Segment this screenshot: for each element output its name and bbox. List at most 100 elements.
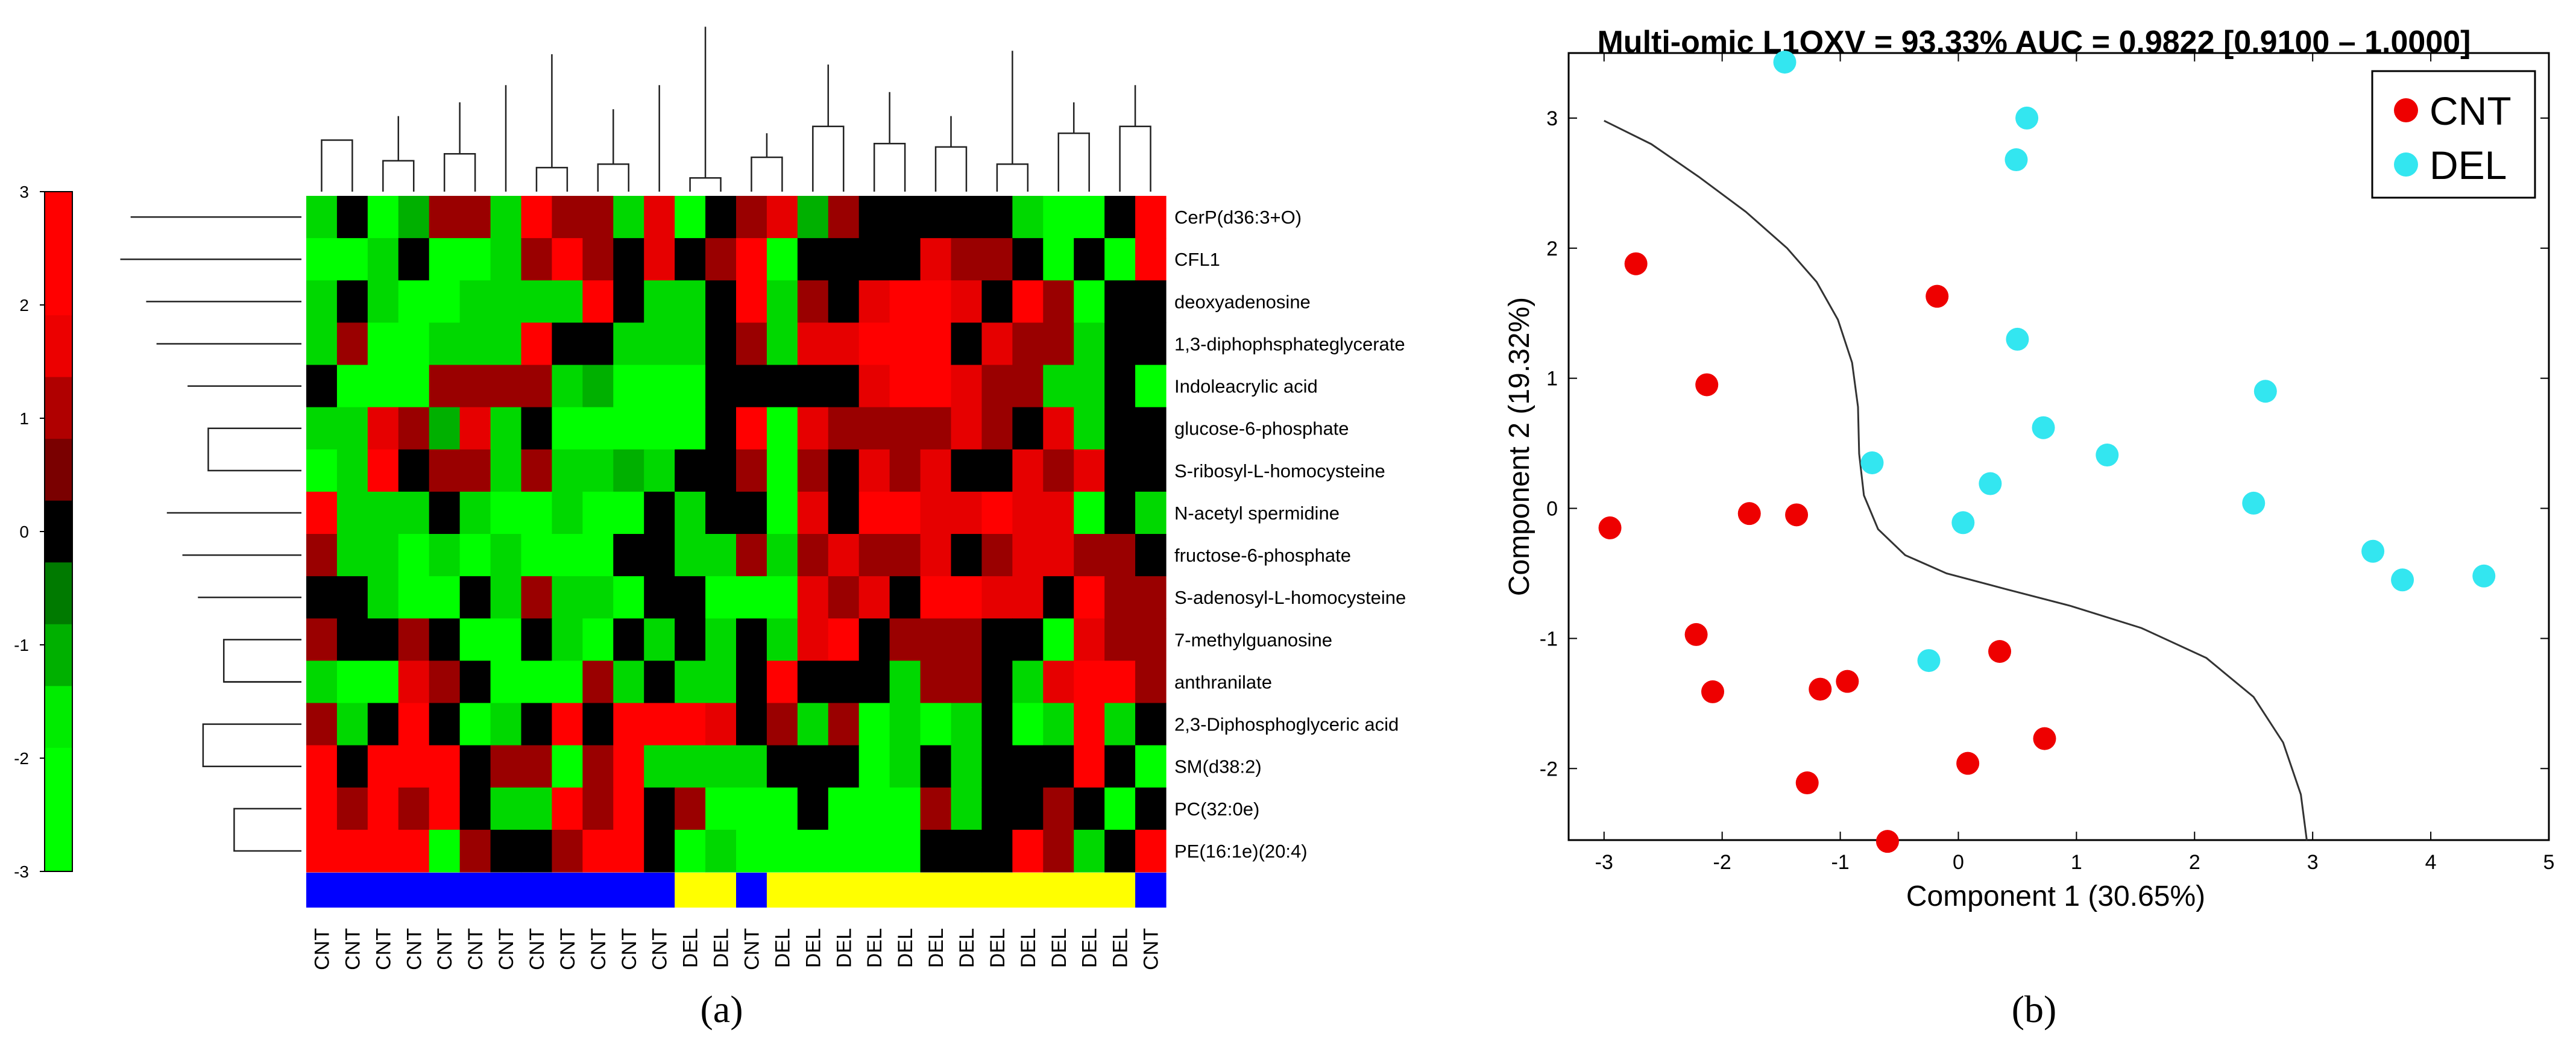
dendrogram-link [934,146,968,192]
heatmap-cell [858,365,890,408]
heatmap-cell [1074,365,1105,408]
heatmap-cell [336,407,368,450]
heatmap-cell [1012,407,1044,450]
group-bar-cell [336,873,368,908]
heatmap-cell [889,703,921,746]
heatmap-cell [306,365,338,408]
heatmap-cell [582,491,614,535]
heatmap-cell [981,829,1013,873]
heatmap-cell [920,365,952,408]
x-tick-label: 1 [2071,851,2082,874]
heatmap-cell [1104,407,1136,450]
row-label: Indoleacrylic acid [1174,376,1318,397]
heatmap-cell [766,280,798,323]
heatmap-cell [858,745,890,788]
heatmap-cell [398,618,430,661]
heatmap-cells [306,196,1167,873]
heatmap-cell [582,534,614,577]
scatter-point-cnt [1684,623,1708,646]
y-tick-label: -2 [1540,758,1558,780]
heatmap-cell [951,280,983,323]
heatmap-cell [736,407,767,450]
column-dendrogram [321,27,1151,192]
heatmap-cell [459,196,491,239]
dendrogram-link [321,139,353,192]
heatmap-cell [398,238,430,281]
heatmap-cell [828,618,860,661]
row-label: anthranilate [1174,671,1272,692]
column-label: CNT [740,928,763,970]
column-label: CNT [556,928,579,970]
scatter-point-del [1951,511,1975,535]
heatmap-cell [766,829,798,873]
panel-b-label: (b) [2012,988,2057,1031]
dendrogram-link [751,156,783,192]
heatmap-cell [1104,449,1136,492]
heatmap-cell [1012,618,1044,661]
heatmap-cell [1104,829,1136,873]
heatmap-cell [644,660,675,704]
heatmap-cell [1043,238,1074,281]
heatmap-cell [306,449,338,492]
heatmap-cell [306,238,338,281]
heatmap-cell [675,618,706,661]
heatmap-cell [1074,618,1105,661]
column-label: CNT [372,928,395,970]
heatmap-cell [429,618,461,661]
heatmap-cell [490,534,522,577]
heatmap-cell [858,491,890,535]
heatmap-cell [336,660,368,704]
heatmap-cell [675,449,706,492]
legend-marker-cnt [2394,98,2418,122]
dendrogram-link [233,808,301,852]
heatmap-cell [582,238,614,281]
scatter-point-del [2096,444,2119,467]
heatmap-cell [828,322,860,366]
heatmap-cell [1074,660,1105,704]
heatmap-cell [613,407,644,450]
heatmap-cell [675,196,706,239]
column-label: DEL [710,928,733,968]
heatmap-cell [828,576,860,619]
scatter-point-cnt [1956,751,1980,775]
heatmap-cell [981,280,1013,323]
heatmap-cell [797,534,829,577]
dendrogram-link [202,723,301,767]
heatmap-cell [490,787,522,830]
heatmap-cell [858,322,890,366]
column-label: DEL [679,928,702,968]
heatmap-cell [336,829,368,873]
group-bar-cell [613,873,644,908]
heatmap-cell [736,196,767,239]
column-label: DEL [1048,928,1071,968]
scatter-point-cnt [1795,771,1819,795]
heatmap-cell [951,787,983,830]
heatmap-cell [705,196,737,239]
heatmap-cell [429,534,461,577]
group-bar-cell [1043,873,1074,908]
heatmap-cell [490,618,522,661]
heatmap-cell [766,534,798,577]
heatmap-cell [521,576,553,619]
heatmap-cell [736,576,767,619]
heatmap-cell [521,534,553,577]
heatmap-cell [367,534,399,577]
heatmap-cell [367,322,399,366]
group-bar-cell [797,873,829,908]
heatmap-cell [459,576,491,619]
heatmap-cell [644,618,675,661]
colorbar-segment [45,747,72,811]
group-bar-cell [736,873,767,908]
dendrogram-link [222,639,301,683]
heatmap-cell [367,407,399,450]
heatmap-cell [981,322,1013,366]
heatmap-cell [766,745,798,788]
heatmap-cell [766,703,798,746]
heatmap-cell [705,703,737,746]
scatter-point-del [2015,106,2039,130]
heatmap-cell [951,407,983,450]
scatter-point-cnt [1624,252,1648,275]
heatmap-cell [858,576,890,619]
heatmap-cell [367,196,399,239]
group-bar-cell [1104,873,1136,908]
